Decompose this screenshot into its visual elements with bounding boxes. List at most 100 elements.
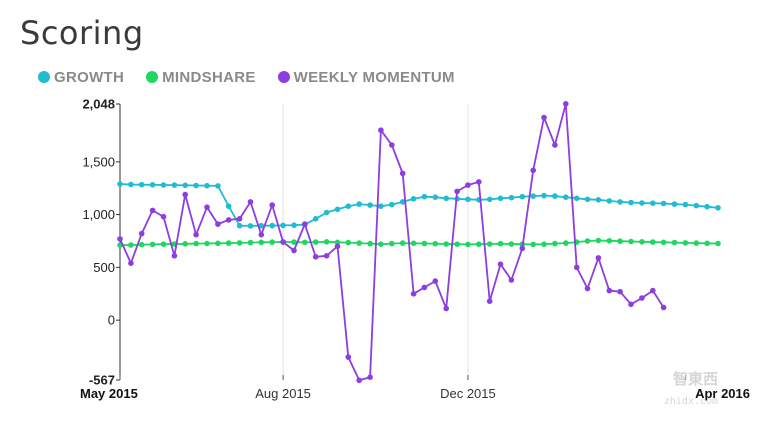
data-point-growth [399, 199, 406, 205]
legend-dot-mindshare [146, 71, 159, 83]
data-point-growth [682, 201, 689, 208]
data-point-growth [312, 216, 319, 222]
data-point-weekly-momentum [584, 285, 591, 292]
legend-dot-weekly-momentum [277, 71, 290, 83]
data-point-growth [225, 203, 232, 209]
data-point-growth [291, 222, 297, 228]
data-point-growth [715, 205, 721, 211]
data-point-weekly-momentum [236, 216, 243, 222]
data-point-weekly-momentum [399, 170, 406, 177]
data-point-mindshare [650, 239, 656, 245]
data-point-weekly-momentum [541, 114, 547, 121]
legend-dot-growth [38, 71, 50, 83]
data-point-mindshare [421, 240, 428, 247]
data-point-mindshare [193, 240, 199, 247]
data-point-weekly-momentum [639, 295, 645, 301]
x-tick-label: May 2015 [80, 386, 138, 401]
series-weekly-momentum [117, 101, 667, 384]
data-point-growth [410, 196, 417, 202]
data-point-growth [323, 209, 330, 216]
data-point-mindshare [476, 241, 482, 247]
data-point-mindshare [410, 240, 417, 247]
data-point-growth [269, 222, 276, 229]
data-point-growth [378, 203, 384, 209]
data-point-growth [171, 182, 178, 188]
data-point-weekly-momentum [215, 221, 221, 227]
data-point-weekly-momentum [552, 142, 558, 148]
data-point-growth [552, 193, 558, 199]
data-point-growth [563, 194, 569, 200]
data-point-growth [356, 201, 363, 207]
data-point-weekly-momentum [117, 236, 123, 242]
data-point-growth [204, 182, 210, 189]
data-point-weekly-momentum [302, 221, 308, 227]
data-point-growth [465, 196, 471, 203]
legend-label-weekly-momentum: WEEKLY MOMENTUM [293, 68, 455, 86]
data-point-mindshare [367, 240, 373, 247]
data-point-weekly-momentum [465, 182, 471, 188]
data-point-weekly-momentum [378, 127, 384, 133]
data-point-mindshare [323, 239, 330, 245]
data-point-weekly-momentum [606, 287, 613, 294]
series-layer [117, 101, 721, 384]
legend-item-growth[interactable]: GROWTH [38, 69, 124, 86]
data-point-growth [367, 202, 373, 208]
data-point-mindshare [715, 240, 721, 247]
data-point-mindshare [302, 239, 308, 246]
legend-label-growth: GROWTH [54, 68, 125, 86]
x-axis-ticks: May 2015 Aug 2015 Dec 2015 Apr 2016 [80, 375, 750, 401]
y-tick-label: 1,000 [82, 207, 115, 222]
data-point-mindshare [682, 240, 689, 246]
data-point-mindshare [671, 239, 678, 246]
data-point-weekly-momentum [334, 243, 341, 250]
data-point-growth [432, 194, 439, 200]
data-point-mindshare [530, 241, 536, 248]
data-point-weekly-momentum [291, 247, 297, 254]
data-point-growth [138, 181, 145, 188]
data-point-weekly-momentum [182, 191, 188, 198]
data-point-growth [573, 195, 580, 202]
series-line-growth [119, 183, 719, 227]
data-point-mindshare [704, 240, 710, 247]
data-point-growth [606, 198, 613, 204]
data-point-weekly-momentum [204, 204, 210, 210]
data-point-mindshare [541, 241, 547, 247]
data-point-growth [421, 193, 428, 200]
data-point-weekly-momentum [617, 288, 623, 295]
data-point-mindshare [454, 241, 460, 247]
data-point-mindshare [486, 241, 493, 247]
data-point-weekly-momentum [312, 253, 319, 260]
data-point-growth [671, 201, 678, 207]
data-point-mindshare [389, 240, 395, 247]
data-point-mindshare [628, 238, 634, 245]
data-point-growth [628, 199, 634, 206]
data-point-mindshare [465, 241, 471, 248]
data-point-weekly-momentum [573, 264, 580, 271]
y-tick-label: 1,500 [82, 154, 115, 169]
data-point-mindshare [247, 239, 254, 246]
data-point-growth [247, 223, 254, 229]
data-point-mindshare [128, 242, 134, 248]
data-point-growth [530, 193, 536, 199]
data-point-weekly-momentum [454, 188, 460, 195]
data-point-growth [149, 182, 156, 188]
data-point-weekly-momentum [389, 142, 395, 148]
y-tick-label: 2,048 [82, 97, 115, 112]
series-mindshare [117, 237, 721, 248]
data-point-weekly-momentum [280, 239, 286, 245]
watermark-latin: zhidx.com [664, 396, 718, 407]
data-point-weekly-momentum [563, 101, 569, 107]
legend: GROWTH MINDSHARE WEEKLY MOMENTUM [38, 68, 477, 86]
legend-label-mindshare: MINDSHARE [162, 68, 256, 86]
data-point-weekly-momentum [323, 253, 330, 259]
legend-item-weekly-momentum[interactable]: WEEKLY MOMENTUM [277, 68, 455, 86]
legend-item-mindshare[interactable]: MINDSHARE [146, 69, 256, 86]
data-point-mindshare [432, 240, 439, 247]
data-point-mindshare [356, 240, 363, 246]
data-point-mindshare [617, 238, 623, 244]
data-point-weekly-momentum [650, 287, 656, 294]
data-point-mindshare [149, 241, 156, 248]
y-axis-ticks: 2,048 1,500 1,000 500 0 -567 [82, 97, 120, 388]
data-point-mindshare [584, 238, 591, 244]
data-point-growth [236, 222, 243, 229]
